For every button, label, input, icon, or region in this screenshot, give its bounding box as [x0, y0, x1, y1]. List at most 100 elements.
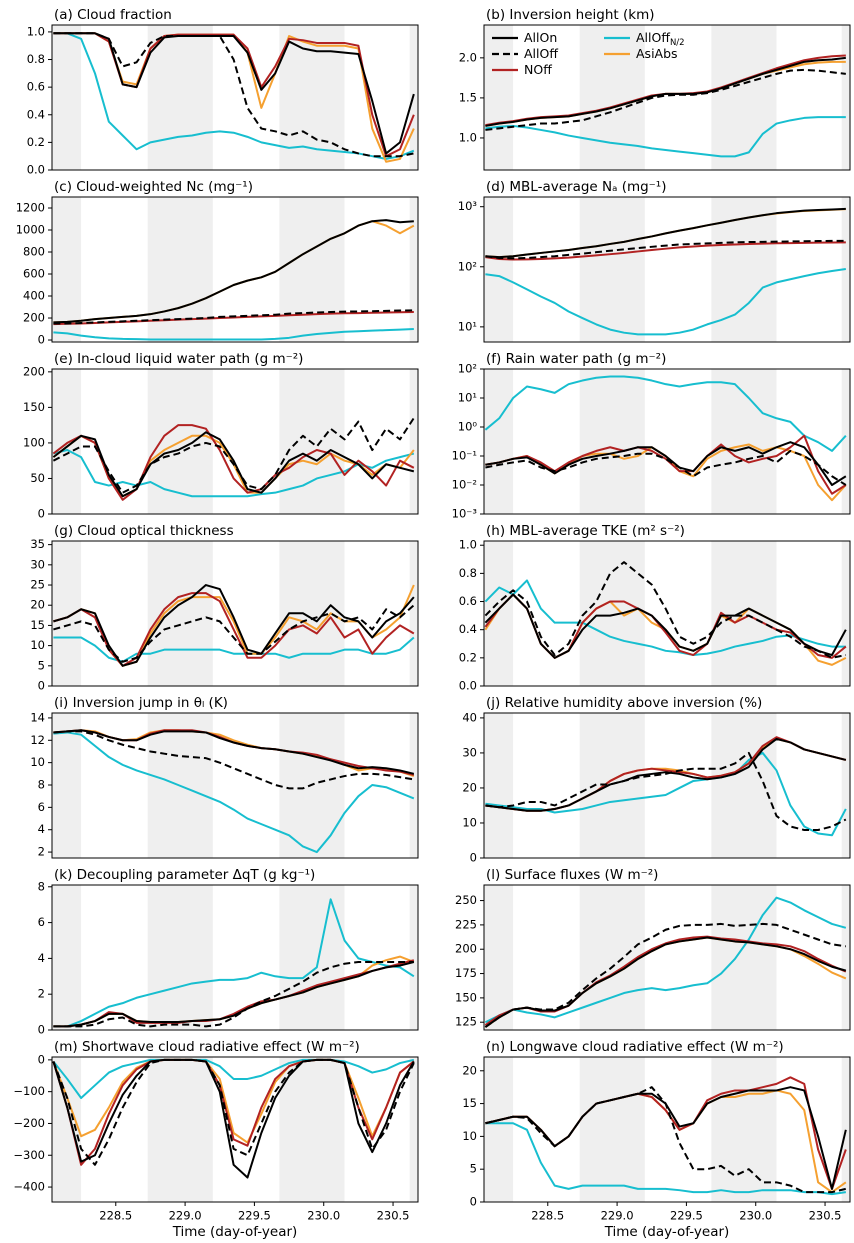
legend-subscript: N/2 — [670, 38, 685, 48]
night-shading — [147, 1057, 213, 1202]
x-tick-label: 230.0 — [307, 1209, 340, 1223]
y-tick-label: 1.5 — [459, 90, 477, 104]
x-tick-label: 229.0 — [169, 1209, 202, 1223]
y-tick-label: 1.0 — [27, 24, 45, 38]
y-tick-label: 200 — [23, 311, 45, 325]
axes-frame — [51, 1056, 419, 1203]
y-tick-label: 150 — [23, 400, 45, 414]
series-line — [484, 896, 847, 1024]
night-shading — [711, 885, 777, 1030]
series-line — [52, 1058, 415, 1166]
y-tick-label: 30 — [462, 745, 477, 759]
y-tick-label: −200 — [13, 1116, 45, 1130]
y-tick-label: 30 — [30, 557, 45, 571]
y-tick-label: 250 — [455, 893, 477, 907]
series-line — [53, 961, 415, 1028]
legend-label: AsiAbs — [636, 46, 678, 61]
y-tick-label: 15 — [462, 1096, 477, 1110]
legend-label: AllOff — [524, 46, 558, 61]
y-tick-label: 4 — [38, 951, 45, 965]
plot-area — [52, 25, 418, 170]
y-tick-label: 1200 — [16, 201, 45, 215]
axes-frame — [51, 196, 419, 343]
y-tick-label: 8 — [38, 777, 45, 791]
night-shading — [484, 369, 514, 514]
y-tick-label: 1.0 — [459, 538, 477, 552]
y-tick-label: 50 — [30, 471, 45, 485]
night-shading — [711, 713, 777, 858]
y-tick-label: 1000 — [16, 223, 45, 237]
panel-title: (l) Surface fluxes (W m⁻²) — [486, 867, 658, 883]
night-shading — [484, 1057, 514, 1202]
series-line — [52, 431, 415, 498]
night-shading — [579, 713, 645, 858]
axes-frame — [483, 368, 851, 515]
series-line — [52, 417, 415, 494]
y-tick-label: 10⁻³ — [452, 507, 478, 521]
plot-area — [484, 541, 850, 686]
panel-title: (n) Longwave cloud radiative effect (W m… — [486, 1039, 784, 1055]
series-line — [53, 729, 415, 775]
y-tick-label: 0 — [38, 507, 45, 521]
series-line — [485, 1122, 846, 1196]
night-shading — [52, 541, 82, 686]
y-tick-label: 225 — [455, 917, 477, 931]
plot-area — [484, 25, 850, 170]
panel-title: (j) Relative humidity above inversion (%… — [486, 695, 762, 711]
y-tick-label: 10⁰ — [458, 420, 478, 434]
y-tick-label: 0.6 — [27, 80, 45, 94]
night-shading — [711, 369, 777, 514]
y-tick-label: 0.0 — [459, 679, 477, 693]
y-tick-label: 10 — [30, 755, 45, 769]
legend-label: NOff — [524, 62, 552, 77]
y-tick-label: 600 — [23, 267, 45, 281]
y-tick-label: 0 — [470, 1195, 477, 1209]
series-line — [52, 1058, 415, 1179]
night-shading — [52, 25, 82, 170]
series-line — [485, 241, 846, 261]
series-line — [53, 960, 414, 1028]
panel-title: (a) Cloud fraction — [54, 7, 172, 23]
y-tick-label: −400 — [13, 1180, 45, 1194]
series-line — [53, 731, 415, 854]
series-line — [53, 730, 414, 790]
panel-title: (i) Inversion jump in θₗ (K) — [54, 695, 228, 711]
series-line — [485, 239, 846, 260]
series-line — [53, 219, 414, 324]
y-tick-label: 175 — [455, 966, 477, 980]
night-shading — [279, 885, 345, 1030]
series-line — [485, 116, 846, 158]
y-tick-label: 10 — [462, 815, 477, 829]
series-line — [53, 592, 415, 667]
y-tick-label: 0.8 — [27, 52, 45, 66]
legend-label: AllOffN/2 — [636, 30, 685, 48]
night-shading — [409, 885, 418, 1030]
series-line — [484, 936, 847, 1028]
series-line — [53, 220, 415, 324]
panel-title: (k) Decoupling parameter ΔqT (g kg⁻¹) — [54, 867, 315, 883]
y-tick-label: 8 — [38, 879, 45, 893]
night-shading — [841, 369, 850, 514]
y-tick-label: 0 — [38, 679, 45, 693]
axes-frame — [483, 1056, 851, 1203]
axes-frame — [51, 540, 419, 687]
y-tick-label: 0.2 — [27, 135, 45, 149]
night-shading — [52, 713, 82, 858]
panel: (k) Decoupling parameter ΔqT (g kg⁻¹) 0 2 4… — [38, 867, 419, 1037]
y-tick-label: 10³ — [458, 199, 478, 213]
y-tick-label: 150 — [455, 990, 477, 1004]
panel: (n) Longwave cloud radiative effect (W m… — [462, 1039, 851, 1240]
y-tick-label: 0.0 — [27, 163, 45, 177]
night-shading — [579, 1057, 645, 1202]
panel: (c) Cloud-weighted Nc (mg⁻¹) 0 200 400 600 80… — [16, 179, 419, 347]
x-axis-label: Time (day-of-year) — [172, 1224, 298, 1240]
panel-title: (g) Cloud optical thickness — [54, 523, 234, 539]
series-line — [485, 737, 847, 812]
night-shading — [579, 369, 645, 514]
legend-name: AsiAbs — [636, 46, 678, 61]
y-tick-label: 5 — [38, 658, 45, 672]
night-shading — [841, 713, 850, 858]
y-tick-label: 40 — [462, 710, 477, 724]
night-shading — [711, 197, 777, 342]
